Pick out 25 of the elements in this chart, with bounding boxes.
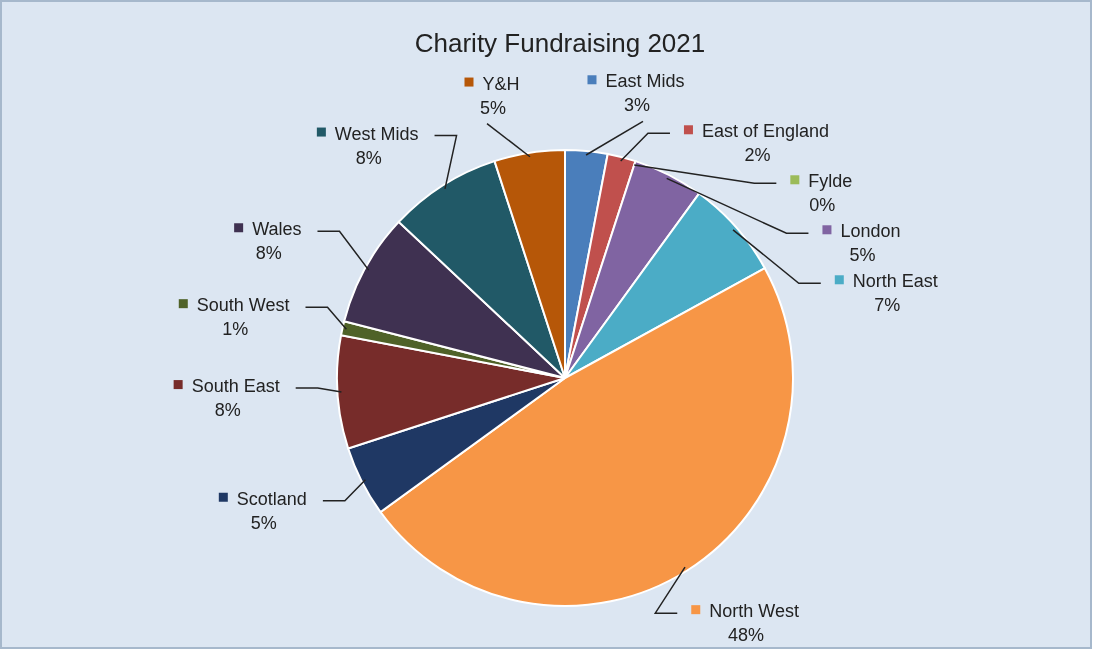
legend-label: East of England — [701, 121, 830, 142]
data-label: 2% — [744, 145, 771, 166]
text: 0% — [809, 195, 836, 216]
legend-label: Scotland — [236, 488, 307, 509]
data-label: 7% — [874, 295, 901, 316]
data-label: 8% — [255, 243, 282, 264]
data-label: 3% — [623, 95, 651, 116]
legend-label: North East — [852, 271, 938, 292]
data-label: 8% — [355, 147, 382, 168]
data-label: 8% — [214, 400, 241, 421]
data-label: 1% — [222, 319, 249, 340]
legend-label: London — [840, 221, 901, 242]
legend-label: South West — [196, 295, 290, 316]
legend-label: North West — [709, 601, 799, 622]
legend-label: West Mids — [334, 123, 419, 144]
legend-label: Fylde — [808, 171, 853, 192]
legend-label: East Mids — [605, 71, 685, 92]
legend-label: South East — [191, 376, 280, 397]
data-label: 5% — [849, 245, 876, 266]
legend-label: Wales — [252, 219, 302, 240]
data-label: 5% — [479, 97, 507, 118]
legend-label: Y&H — [482, 73, 520, 94]
data-label: 5% — [250, 512, 277, 533]
data-label: 48% — [728, 625, 765, 646]
chart-title: Charity Fundraising 2021 — [414, 28, 706, 58]
